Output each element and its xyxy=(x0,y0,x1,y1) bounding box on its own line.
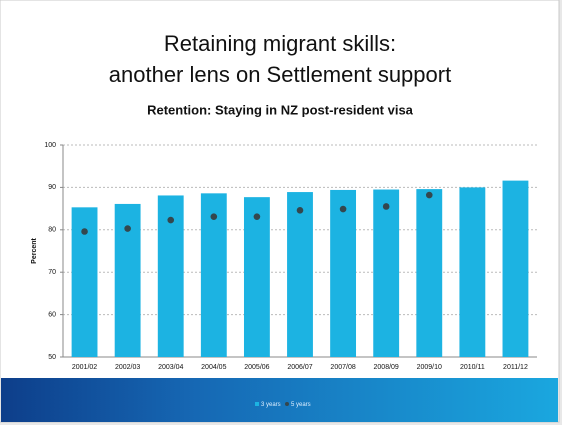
bar xyxy=(502,180,529,357)
footer-band xyxy=(1,378,558,422)
x-tick-label: 2011/12 xyxy=(503,364,528,371)
bar xyxy=(416,189,443,357)
y-tick-label: 100 xyxy=(44,142,56,149)
bar xyxy=(243,197,270,357)
bar xyxy=(330,189,357,357)
bar xyxy=(459,187,486,357)
y-tick-label: 70 xyxy=(48,269,56,276)
y-axis-label: Percent xyxy=(31,237,38,263)
x-tick-label: 2002/03 xyxy=(115,364,140,371)
point xyxy=(81,228,88,235)
x-tick-label: 2005/06 xyxy=(244,364,269,371)
y-tick-label: 80 xyxy=(48,227,56,234)
x-tick-label: 2001/02 xyxy=(72,364,97,371)
x-tick-label: 2006/07 xyxy=(287,364,312,371)
point xyxy=(296,206,304,214)
title-line: another lens on Settlement support xyxy=(109,62,451,87)
point xyxy=(167,216,175,224)
subtitle: Retention: Staying in NZ post-resident v… xyxy=(147,102,414,117)
x-tick-label: 2003/04 xyxy=(158,364,183,371)
y-tick-label: 60 xyxy=(48,311,56,318)
legend-label: 5 years xyxy=(291,402,311,408)
y-tick-label: 50 xyxy=(48,354,56,361)
x-tick-label: 2008/09 xyxy=(374,364,399,371)
point xyxy=(124,225,131,232)
bar xyxy=(200,193,227,357)
point xyxy=(210,213,218,220)
point xyxy=(382,203,390,210)
x-tick-label: 2004/05 xyxy=(201,364,226,371)
x-tick-label: 2009/10 xyxy=(417,364,442,371)
y-tick-label: 90 xyxy=(48,184,56,191)
point xyxy=(425,191,433,199)
title-line: Retaining migrant skills: xyxy=(164,31,396,56)
point xyxy=(339,205,347,213)
x-tick-label: 2010/11 xyxy=(460,364,485,371)
x-tick-label: 2007/08 xyxy=(330,364,355,371)
legend-label: 3 years xyxy=(261,402,281,408)
bar xyxy=(373,189,400,357)
legend-swatch xyxy=(285,402,289,406)
point xyxy=(253,213,261,220)
bar xyxy=(287,192,313,357)
legend-swatch xyxy=(255,402,259,406)
